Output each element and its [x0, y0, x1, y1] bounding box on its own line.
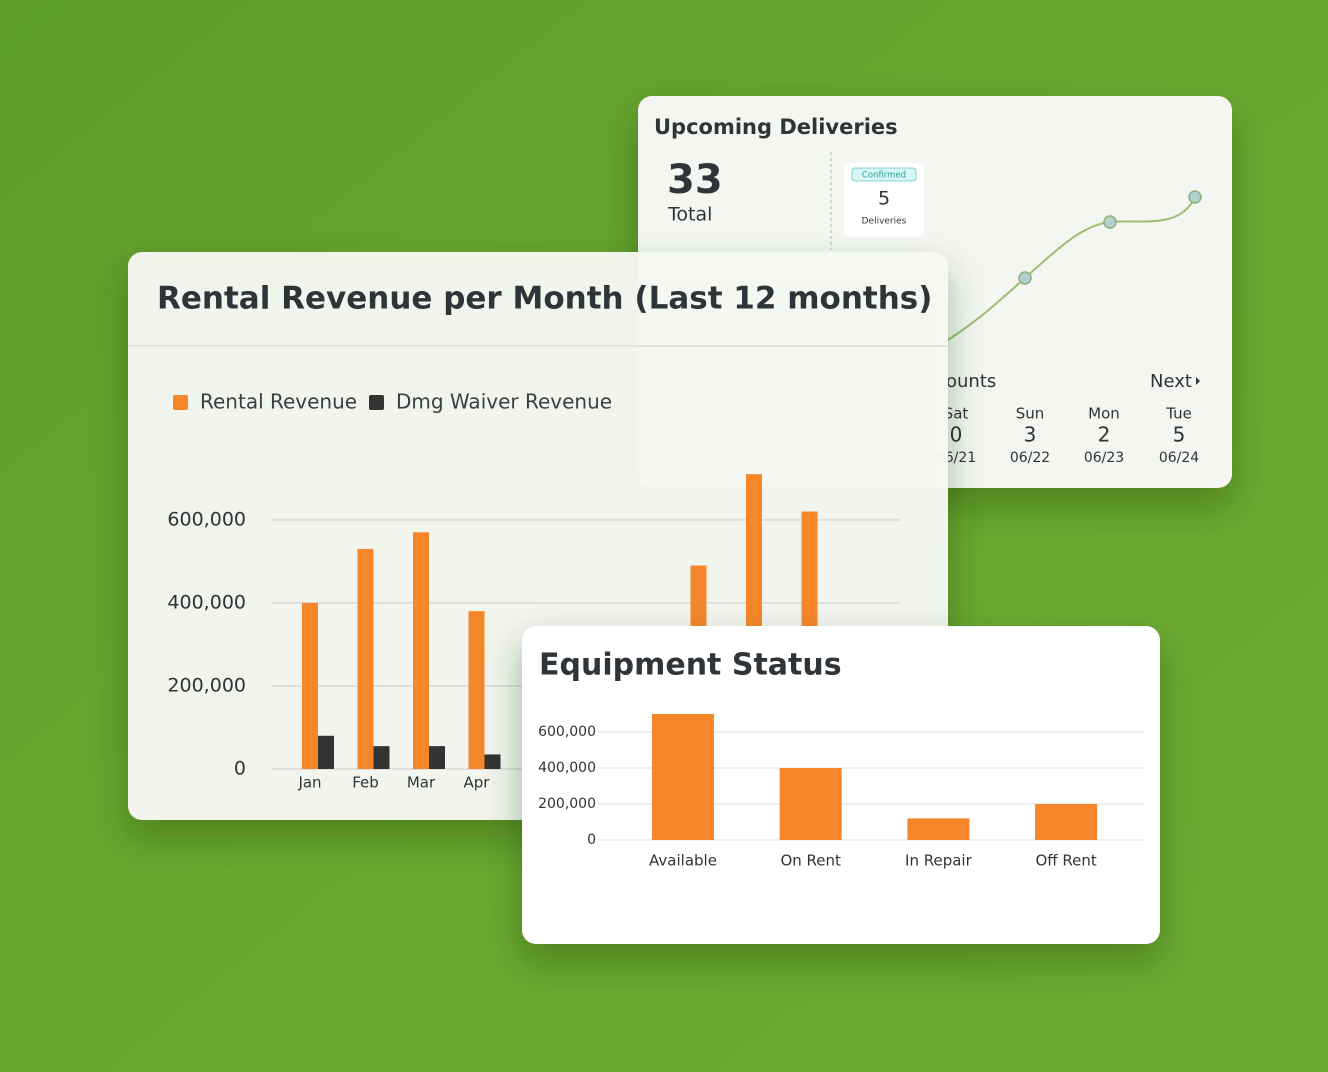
day-count: 2 [1098, 423, 1111, 447]
bar [429, 746, 445, 769]
bar [652, 714, 714, 840]
x-tick-label: Apr [464, 774, 491, 792]
tooltip-label: Deliveries [862, 217, 907, 227]
day-name: Mon [1088, 405, 1120, 423]
trend-point [1018, 271, 1032, 285]
y-tick-label: 400,000 [538, 760, 596, 776]
x-tick-label: Available [649, 852, 717, 870]
x-tick-label: Jan [297, 774, 321, 792]
legend-label: Rental Revenue [200, 390, 357, 414]
day-count: 5 [1173, 423, 1186, 447]
chart-title: Equipment Status [539, 648, 842, 683]
bar [302, 602, 318, 769]
legend-label: Dmg Waiver Revenue [396, 390, 612, 414]
next-arrow[interactable] [1196, 377, 1200, 385]
bar [357, 548, 374, 769]
next-button[interactable]: Next [1150, 371, 1192, 392]
x-tick-label: Mar [407, 774, 436, 792]
status-text: Confirmed [862, 171, 906, 181]
day-name: Tue [1165, 405, 1192, 423]
tooltip [844, 163, 924, 237]
x-tick-label: On Rent [780, 852, 841, 870]
total-label: Total [667, 204, 712, 226]
legend-swatch [173, 395, 188, 410]
legend-swatch [369, 395, 384, 410]
bar [907, 818, 970, 840]
y-tick-label: 200,000 [538, 796, 596, 812]
y-tick-label: 0 [587, 832, 596, 848]
status-badge [851, 167, 917, 182]
x-tick-label: Feb [352, 774, 379, 792]
trend-line [939, 196, 1196, 346]
tooltip-count: 5 [878, 188, 890, 210]
day-count: 3 [1024, 423, 1037, 447]
day-date: 06/23 [1084, 450, 1124, 466]
x-tick-label: Off Rent [1035, 852, 1096, 870]
bar [484, 754, 501, 769]
bar [373, 746, 390, 769]
trend-point [1103, 215, 1117, 229]
bar [779, 768, 842, 840]
x-tick-label: In Repair [905, 852, 973, 870]
trend-point [1188, 190, 1202, 204]
y-tick-label: 0 [234, 758, 246, 780]
y-tick-label: 600,000 [167, 508, 246, 530]
bar [1035, 804, 1098, 840]
card-title: Upcoming Deliveries [654, 115, 898, 139]
counts-title: ounts [946, 371, 996, 392]
bar [413, 532, 429, 769]
equipment-card: Equipment Status 0 200,000 400,000 600,000 A… [522, 626, 1160, 944]
day-count: 0 [950, 423, 963, 447]
y-tick-label: 200,000 [167, 674, 246, 696]
day-date: 06/24 [1159, 450, 1199, 466]
total-value: 33 [667, 157, 723, 203]
y-tick-label: 400,000 [167, 591, 246, 613]
day-name: Sun [1016, 405, 1045, 423]
y-tick-label: 600,000 [538, 724, 596, 740]
day-date: 06/22 [1010, 450, 1050, 466]
chart-title: Rental Revenue per Month (Last 12 months… [157, 281, 932, 317]
bar [468, 611, 485, 769]
day-name: Sat [944, 405, 969, 423]
bar [318, 735, 334, 769]
